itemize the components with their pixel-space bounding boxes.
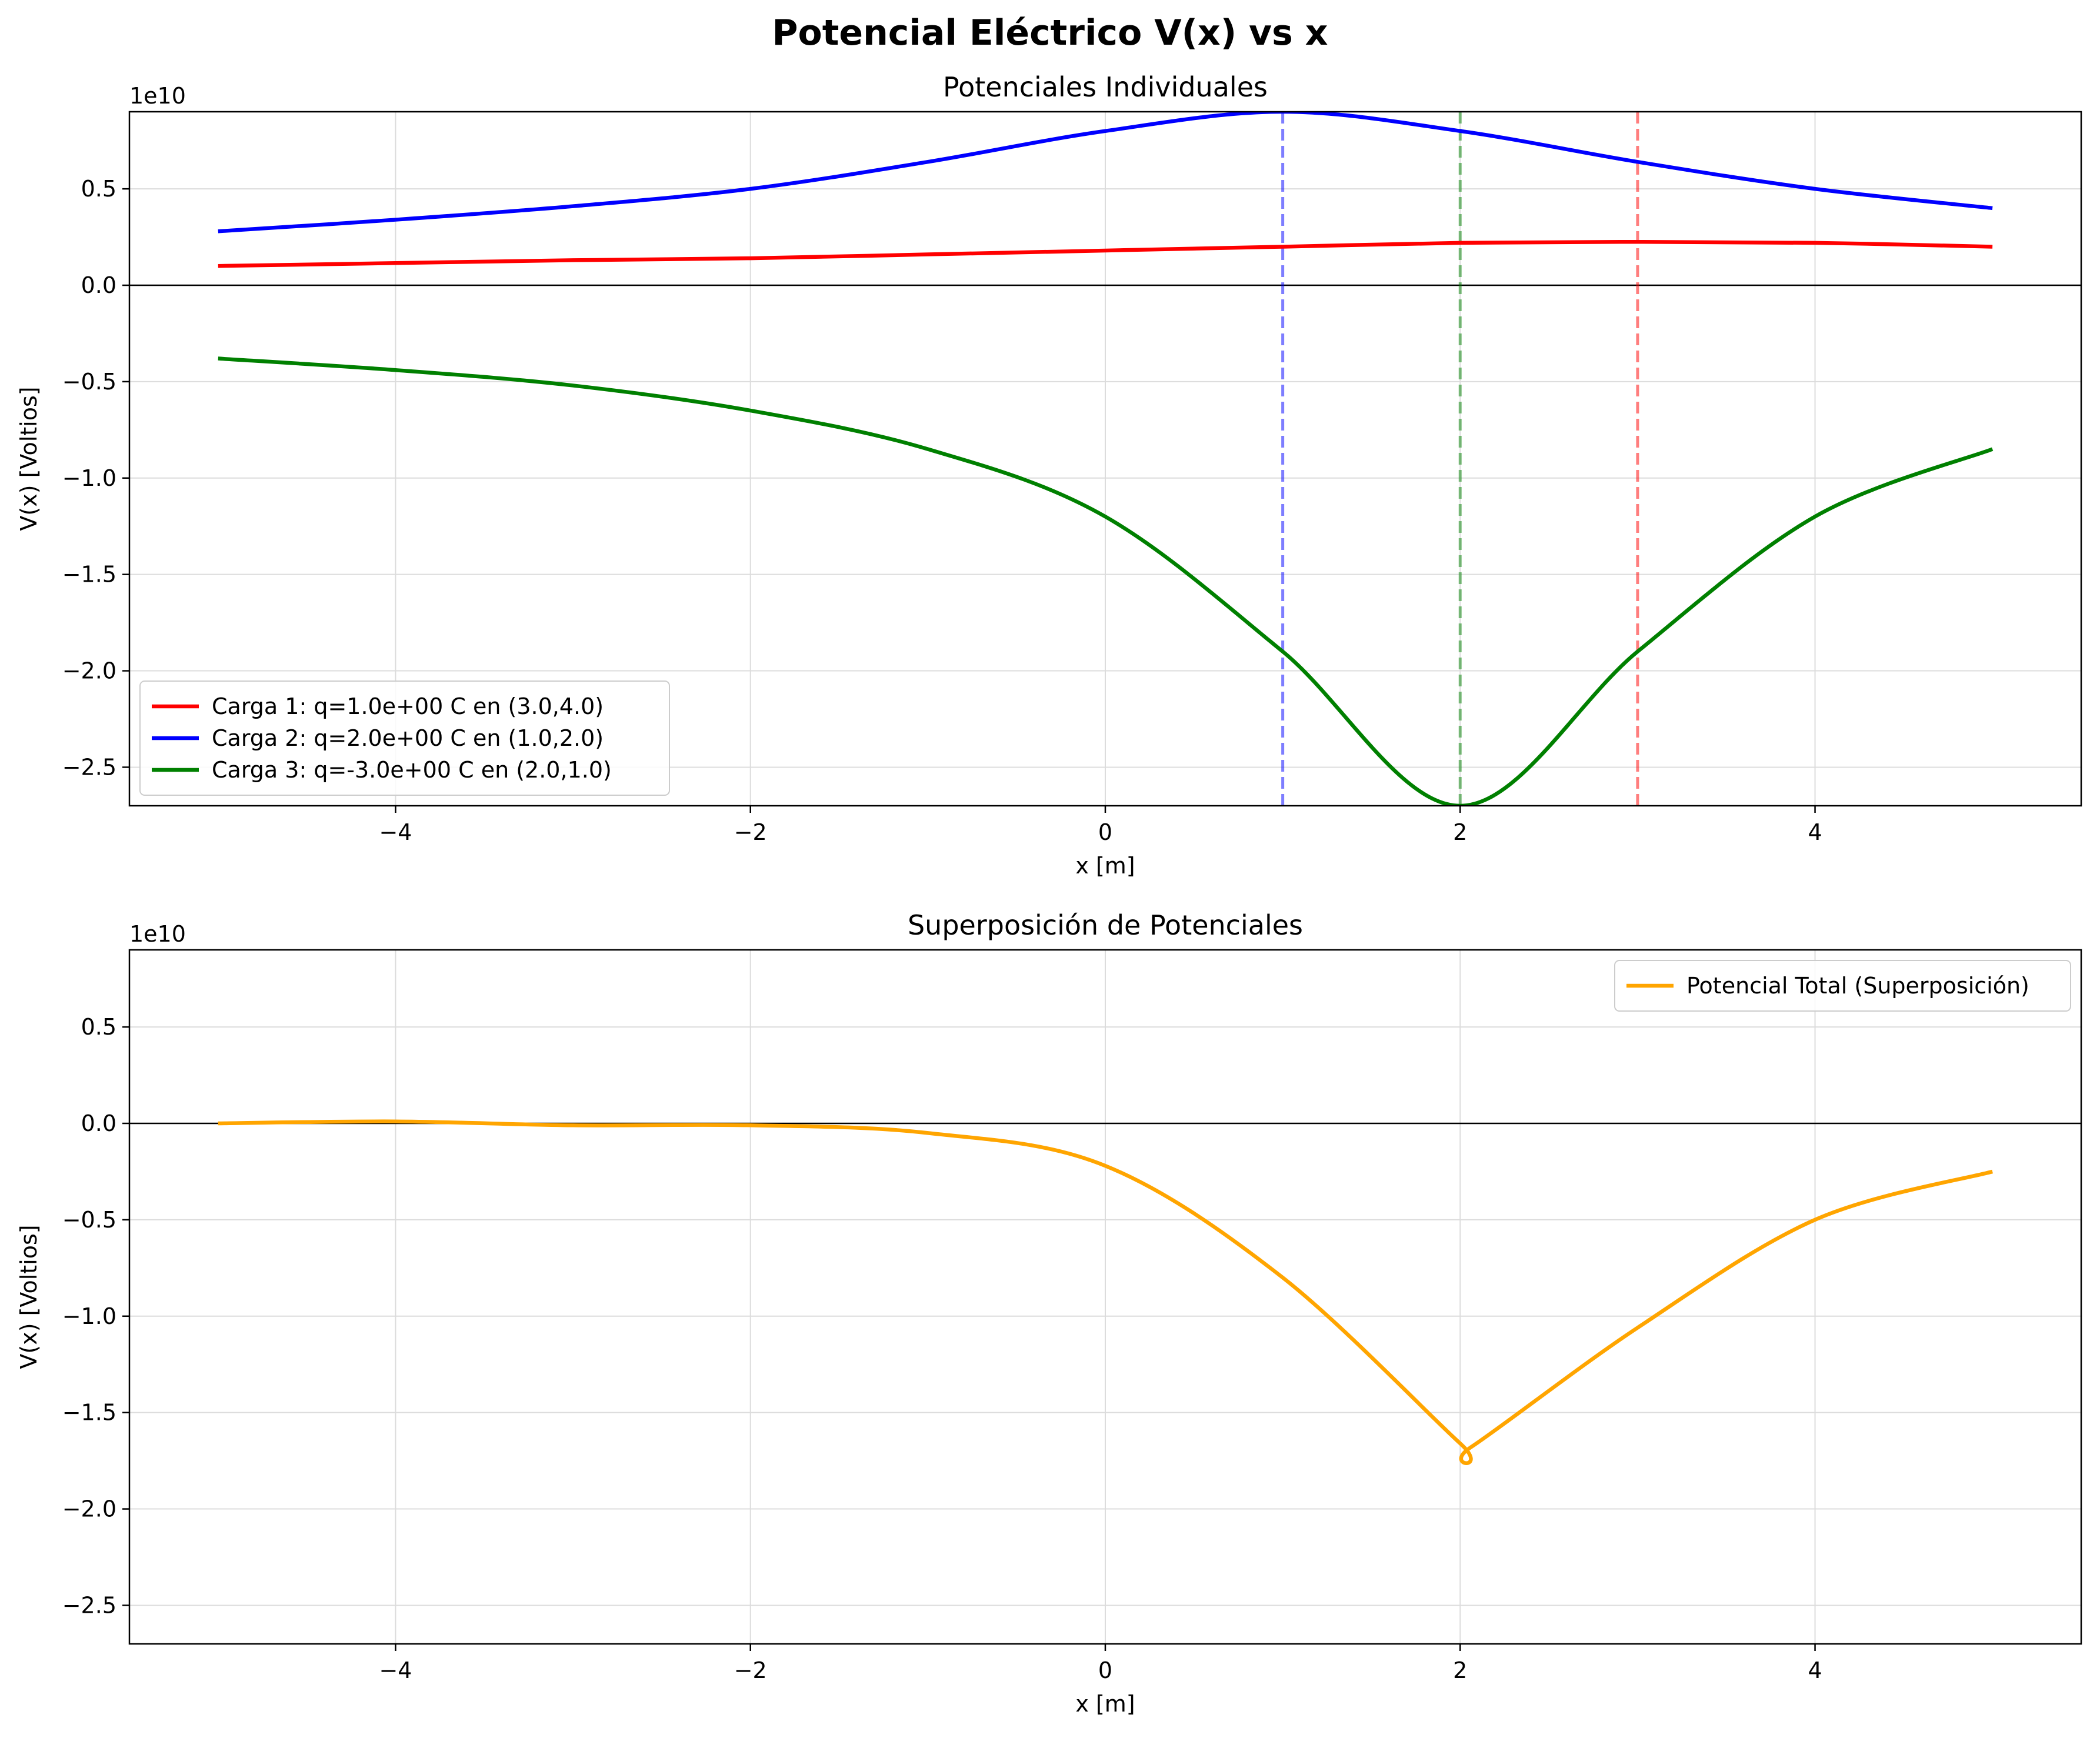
legend-label-1: Carga 2: q=2.0e+00 C en (1.0,2.0) bbox=[212, 725, 604, 751]
y-tick-label: −0.5 bbox=[62, 369, 116, 395]
legend: Carga 1: q=1.0e+00 C en (3.0,4.0) Carga 2… bbox=[139, 680, 670, 796]
x-tick-label: −4 bbox=[379, 1657, 412, 1683]
y-tick-label: −2.5 bbox=[62, 754, 116, 780]
y-tick-label: 0.5 bbox=[81, 176, 116, 202]
y-tick-label: −1.5 bbox=[62, 562, 116, 588]
plot-area bbox=[218, 112, 1994, 806]
y-tick-label: −2.0 bbox=[62, 658, 116, 684]
x-tick-label: 4 bbox=[1808, 819, 1822, 845]
x-axis-label: x [m] bbox=[1075, 1691, 1135, 1717]
y-offset-label: 1e10 bbox=[129, 921, 186, 947]
y-tick-label: −1.0 bbox=[62, 1303, 116, 1329]
y-axis-label: V(x) [Voltios] bbox=[16, 1225, 42, 1369]
x-tick-label: 0 bbox=[1098, 819, 1112, 845]
y-axis-label: V(x) [Voltios] bbox=[16, 386, 42, 531]
series-line-0 bbox=[218, 1119, 1994, 1465]
series-line-2 bbox=[218, 356, 1994, 806]
legend: Potencial Total (Superposición) bbox=[1614, 960, 2071, 1012]
y-tick-label: −1.5 bbox=[62, 1400, 116, 1426]
chart-title: Superposición de Potenciales bbox=[908, 909, 1303, 941]
y-tick-label: −2.0 bbox=[62, 1496, 116, 1522]
y-tick-label: 0.0 bbox=[81, 1110, 116, 1136]
legend-label-0: Carga 1: q=1.0e+00 C en (3.0,4.0) bbox=[212, 693, 604, 719]
x-tick-label: −2 bbox=[734, 819, 767, 845]
x-tick-label: 4 bbox=[1808, 1657, 1822, 1683]
figure-suptitle: Potencial Eléctrico V(x) vs x bbox=[772, 12, 1328, 54]
series-line-0 bbox=[218, 240, 1993, 268]
plot-area bbox=[218, 1119, 1994, 1465]
legend-label-2: Carga 3: q=-3.0e+00 C en (2.0,1.0) bbox=[212, 757, 612, 783]
y-tick-label: 0.5 bbox=[81, 1014, 116, 1040]
series-line-1 bbox=[218, 112, 1993, 233]
legend-label-0: Potencial Total (Superposición) bbox=[1686, 973, 2029, 999]
x-tick-label: 2 bbox=[1453, 1657, 1467, 1683]
x-axis-label: x [m] bbox=[1075, 853, 1135, 879]
legend-box bbox=[139, 680, 670, 796]
x-tick-label: 0 bbox=[1098, 1657, 1112, 1683]
y-tick-label: −2.5 bbox=[62, 1592, 116, 1618]
chart-title: Potenciales Individuales bbox=[943, 71, 1268, 103]
x-tick-label: 2 bbox=[1453, 819, 1467, 845]
bottom-chart-superposition: −4 −2 0 2 4 0.5 0.0 −0.5 −1.0 −1.5 −2.0 −2.5 1e10 Sup… bbox=[16, 909, 2082, 1717]
x-tick-label: −2 bbox=[734, 1657, 767, 1683]
x-tick-label: −4 bbox=[379, 819, 412, 845]
y-tick-label: 0.0 bbox=[81, 272, 116, 298]
y-offset-label: 1e10 bbox=[129, 83, 186, 109]
legend-box bbox=[1614, 960, 2071, 1012]
y-tick-label: −0.5 bbox=[62, 1207, 116, 1233]
top-chart-individual-potentials: −4 −2 0 2 4 0.5 0.0 −0.5 −1.0 −1.5 −2.0 −2.5 1e10 Pot… bbox=[16, 71, 2082, 879]
y-tick-label: −1.0 bbox=[62, 465, 116, 491]
